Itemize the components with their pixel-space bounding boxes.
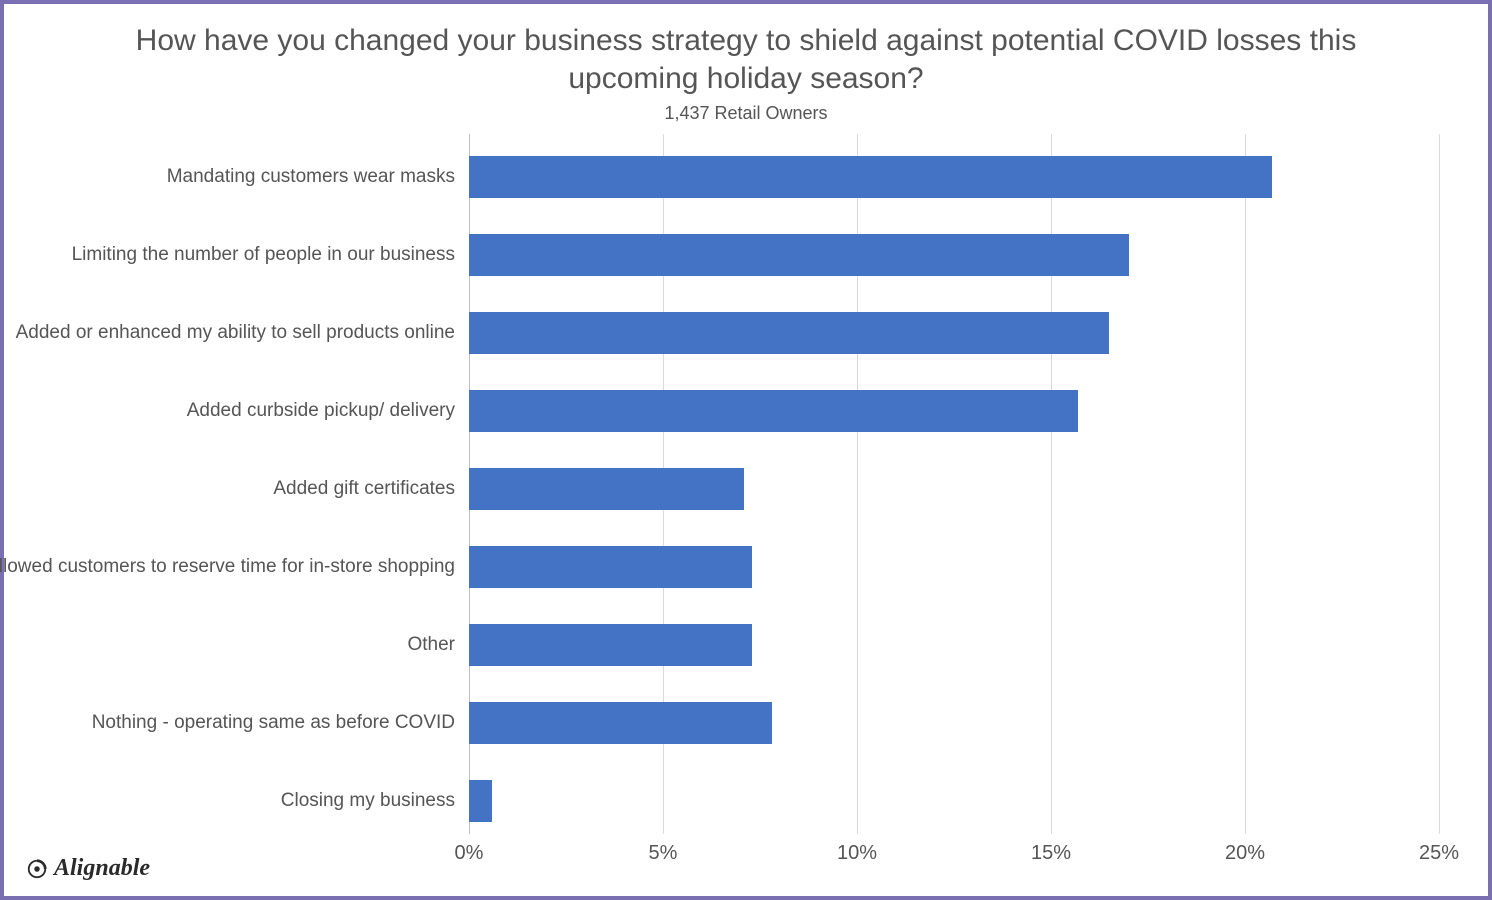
bar bbox=[469, 156, 1272, 198]
chart-frame: How have you changed your business strat… bbox=[0, 0, 1492, 900]
bar-row: Added curbside pickup/ delivery bbox=[469, 390, 1439, 432]
bar-row: Nothing - operating same as before COVID bbox=[469, 702, 1439, 744]
bar-row: Mandating customers wear masks bbox=[469, 156, 1439, 198]
gridline bbox=[1439, 134, 1440, 834]
bar bbox=[469, 234, 1129, 276]
bar-row: Limiting the number of people in our bus… bbox=[469, 234, 1439, 276]
x-tick-label: 5% bbox=[649, 842, 678, 865]
bar-row: Closing my business bbox=[469, 780, 1439, 822]
x-tick-label: 15% bbox=[1031, 842, 1071, 865]
bar bbox=[469, 780, 492, 822]
bar-row: Other bbox=[469, 624, 1439, 666]
bar-label: Allowed customers to reserve time for in… bbox=[0, 556, 469, 578]
x-tick-label: 25% bbox=[1419, 842, 1459, 865]
brand-name: Alignable bbox=[54, 855, 150, 882]
bar bbox=[469, 390, 1078, 432]
bar bbox=[469, 312, 1109, 354]
bar-label: Added gift certificates bbox=[273, 478, 469, 500]
bar bbox=[469, 624, 752, 666]
bar bbox=[469, 702, 772, 744]
chart-subtitle: 1,437 Retail Owners bbox=[4, 103, 1488, 124]
chart-plot-area: 0%5%10%15%20%25%Mandating customers wear… bbox=[469, 134, 1439, 834]
bar-label: Nothing - operating same as before COVID bbox=[92, 712, 469, 734]
bar bbox=[469, 468, 744, 510]
bar-label: Added curbside pickup/ delivery bbox=[187, 400, 469, 422]
bar-row: Added gift certificates bbox=[469, 468, 1439, 510]
x-tick-label: 10% bbox=[837, 842, 877, 865]
alignable-logo-icon bbox=[26, 858, 48, 880]
x-tick-label: 20% bbox=[1225, 842, 1265, 865]
bar-label: Other bbox=[407, 634, 469, 656]
bar-row: Added or enhanced my ability to sell pro… bbox=[469, 312, 1439, 354]
brand-badge: Alignable bbox=[26, 855, 150, 882]
bar bbox=[469, 546, 752, 588]
bar-row: Allowed customers to reserve time for in… bbox=[469, 546, 1439, 588]
chart-title: How have you changed your business strat… bbox=[4, 22, 1488, 97]
bar-label: Added or enhanced my ability to sell pro… bbox=[16, 322, 469, 344]
bar-label: Mandating customers wear masks bbox=[167, 166, 469, 188]
bar-label: Limiting the number of people in our bus… bbox=[72, 244, 469, 266]
bar-label: Closing my business bbox=[281, 790, 469, 812]
x-tick-label: 0% bbox=[455, 842, 484, 865]
